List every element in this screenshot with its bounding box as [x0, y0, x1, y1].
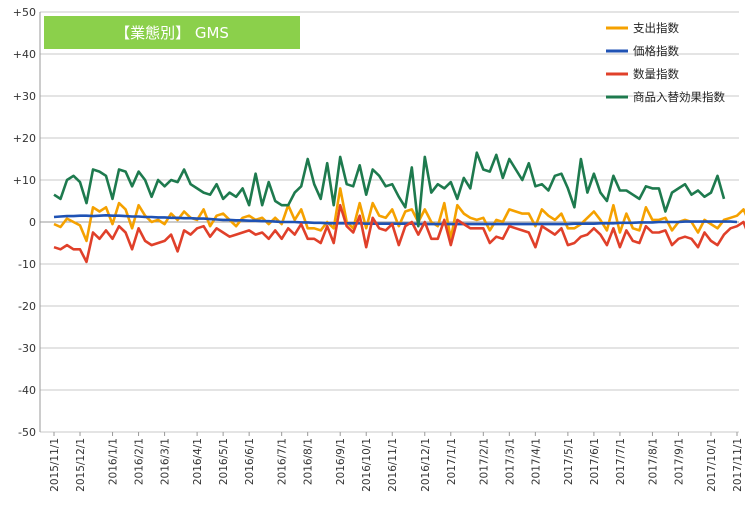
y-tick-label: -20 [18, 300, 36, 313]
legend-label-1: 価格指数 [633, 44, 679, 58]
legend-label-2: 数量指数 [633, 67, 679, 81]
x-tick-label: 2017/7/1 [615, 438, 627, 485]
x-tick-label: 2015/11/1 [49, 438, 61, 492]
chart-title-box: 【業態別】 GMS [44, 16, 300, 49]
gridlines [39, 11, 739, 436]
y-tick-label: +40 [13, 48, 36, 61]
series-line-1 [53, 214, 738, 226]
x-tick-label: 2017/8/1 [647, 438, 659, 485]
x-tick-label: 2017/11/1 [732, 438, 744, 492]
y-tick-label: +10 [13, 174, 36, 187]
x-tick-label: 2016/9/1 [335, 438, 347, 485]
y-tick-label: -50 [18, 426, 36, 439]
title-box [44, 16, 300, 49]
x-axis-ticks: 2015/11/1 2015/12/1 2016/1/1 2016/2/1 2016/3… [49, 438, 744, 492]
x-tick-label: 2015/12/1 [75, 438, 87, 492]
x-tick-label: 2017/3/1 [504, 438, 516, 485]
x-tick-label: 2017/9/1 [673, 438, 685, 485]
y-tick-label: +30 [13, 90, 36, 103]
x-tick-label: 2016/2/1 [134, 438, 146, 485]
x-tick-label: 2016/11/1 [387, 438, 399, 492]
x-tick-label: 2016/5/1 [218, 438, 230, 485]
chart-title: 【業態別】 GMS [115, 24, 229, 42]
x-tick-label: 2016/4/1 [192, 438, 204, 485]
series-line-3 [53, 151, 726, 228]
y-tick-label: +20 [13, 132, 36, 145]
x-tick-label: 2016/12/1 [420, 438, 432, 492]
y-tick-label: +50 [13, 6, 36, 19]
y-axis-ticks: +50 +40 +30 +20 +10 0 -10 -20 -30 -40 -50 [13, 6, 36, 439]
y-tick-label: -10 [18, 258, 36, 271]
x-tick-label: 2017/6/1 [589, 438, 601, 485]
y-tick-label: -30 [18, 342, 36, 355]
y-tick-label: -40 [18, 384, 36, 397]
x-tick-label: 2017/5/1 [563, 438, 575, 485]
x-tick-label: 2016/6/1 [244, 438, 256, 485]
x-tick-label: 2017/10/1 [706, 438, 718, 492]
series-lines [53, 151, 745, 264]
x-tick-label: 2017/2/1 [478, 438, 490, 485]
x-tick-label: 2016/7/1 [277, 438, 289, 485]
series-line-0 [53, 187, 745, 243]
x-tick-label: 2016/3/1 [160, 438, 172, 485]
series-line-2 [53, 203, 745, 264]
x-tick-label: 2017/4/1 [530, 438, 542, 485]
x-tick-label: 2016/1/1 [108, 438, 120, 485]
y-tick-label: 0 [29, 216, 36, 229]
legend-label-0: 支出指数 [633, 21, 679, 35]
legend-label-3: 商品入替効果指数 [633, 90, 725, 104]
x-tick-label: 2016/10/1 [361, 438, 373, 492]
x-tick-label: 2017/1/1 [446, 438, 458, 485]
x-tick-label: 2016/8/1 [303, 438, 315, 485]
